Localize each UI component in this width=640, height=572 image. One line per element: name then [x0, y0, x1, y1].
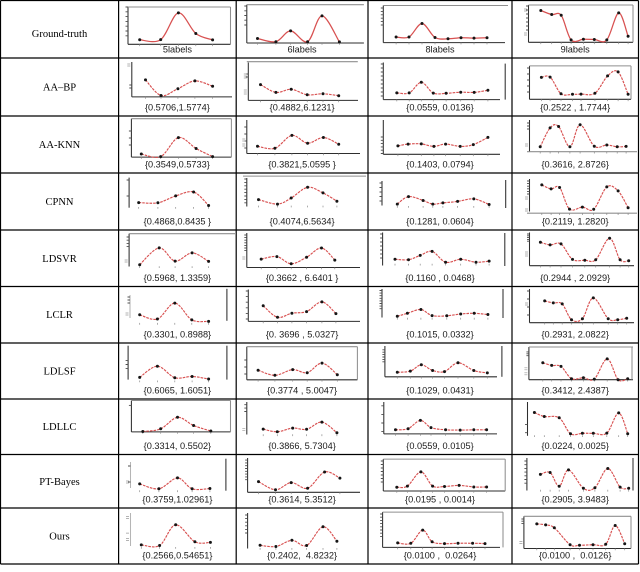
svg-text:{0.3662 , 6.6401 }: {0.3662 , 6.6401 }	[266, 273, 339, 283]
svg-text:LDLSF: LDLSF	[43, 367, 75, 378]
svg-text:{0.5968, 1.3359}: {0.5968, 1.3359}	[144, 273, 211, 283]
svg-text:{0.0559, 0.0105}: {0.0559, 0.0105}	[406, 441, 473, 451]
svg-text:{0.3759,1.02961}: {0.3759,1.02961}	[142, 495, 212, 505]
svg-text:{0.4074,6.5634}: {0.4074,6.5634}	[270, 217, 335, 227]
svg-text:{0.2566,0.54651}: {0.2566,0.54651}	[142, 551, 212, 561]
svg-text:6labels: 6labels	[288, 45, 318, 55]
svg-text:{0.3412, 2.4387}: {0.3412, 2.4387}	[541, 386, 608, 396]
svg-text:{0.6065, 1.6051}: {0.6065, 1.6051}	[144, 386, 211, 396]
svg-text:{0.2119, 1.2820}: {0.2119, 1.2820}	[542, 217, 609, 227]
svg-text:AA–BP: AA–BP	[43, 83, 76, 94]
svg-text:{0.3301, 0.8988}: {0.3301, 0.8988}	[144, 330, 211, 340]
svg-text:LDSVR: LDSVR	[42, 254, 76, 265]
svg-text:{0.5706,1.5774}: {0.5706,1.5774}	[145, 103, 210, 113]
svg-text:PT-Bayes: PT-Bayes	[39, 477, 79, 488]
svg-text:{0.3616, 2.8726}: {0.3616, 2.8726}	[541, 160, 608, 170]
svg-text:{0.4882,6.1231}: {0.4882,6.1231}	[270, 103, 335, 113]
svg-text:{0.2905, 3.9483}: {0.2905, 3.9483}	[541, 495, 608, 505]
svg-text:LCLR: LCLR	[46, 310, 73, 321]
svg-text:{0.0224, 0.0025}: {0.0224, 0.0025}	[541, 441, 608, 451]
svg-text:{0.0100 , 0.0126}: {0.0100 , 0.0126}	[539, 551, 612, 561]
svg-text:{0.1281, 0.0604}: {0.1281, 0.0604}	[406, 217, 473, 227]
svg-text:{0.0559, 0.0136}: {0.0559, 0.0136}	[406, 103, 473, 113]
svg-text:{0.1029, 0.0431}: {0.1029, 0.0431}	[406, 386, 473, 396]
svg-text:{0.2522 , 1.7744}: {0.2522 , 1.7744}	[540, 103, 610, 113]
svg-text:{0.4868,0.8435 }: {0.4868,0.8435 }	[144, 217, 211, 227]
svg-text:{0.0100 , 0.0264}: {0.0100 , 0.0264}	[404, 551, 477, 561]
svg-text:AA-KNN: AA-KNN	[39, 140, 81, 151]
svg-text:9labels: 9labels	[561, 45, 591, 55]
svg-text:{0.1160 , 0.0468}: {0.1160 , 0.0468}	[405, 273, 474, 283]
svg-text:{0.1403, 0.0794}: {0.1403, 0.0794}	[406, 160, 473, 170]
svg-text:{0.0195 , 0.0014}: {0.0195 , 0.0014}	[405, 495, 475, 505]
svg-text:{0.2931, 2.0822}: {0.2931, 2.0822}	[541, 330, 608, 340]
svg-text:8labels: 8labels	[425, 45, 455, 55]
svg-text:{0.3774 , 5.0047}: {0.3774 , 5.0047}	[267, 386, 337, 396]
svg-text:{0.2944 , 2.0929}: {0.2944 , 2.0929}	[540, 273, 610, 283]
svg-text:{0.2402, 4.8232}: {0.2402, 4.8232}	[267, 551, 337, 561]
svg-text:{0.3866, 5.7304}: {0.3866, 5.7304}	[268, 441, 335, 451]
svg-text:CPNN: CPNN	[45, 197, 73, 208]
svg-text:LDLLC: LDLLC	[43, 422, 77, 433]
svg-text:5labels: 5labels	[163, 45, 193, 55]
svg-text:{0.3314, 0.5502}: {0.3314, 0.5502}	[144, 441, 211, 451]
svg-text:{0.1015, 0.0332}: {0.1015, 0.0332}	[406, 330, 473, 340]
svg-text:{0.3614, 5.3512}: {0.3614, 5.3512}	[268, 495, 335, 505]
svg-text:{0.3549,0.5733}: {0.3549,0.5733}	[145, 160, 210, 170]
svg-text:{0. 3696 , 5.0327}: {0. 3696 , 5.0327}	[266, 330, 339, 340]
svg-text:{0.3821,5.0595 }: {0.3821,5.0595 }	[268, 160, 335, 170]
svg-text:Ground-truth: Ground-truth	[32, 29, 88, 40]
svg-text:Ours: Ours	[49, 532, 69, 543]
